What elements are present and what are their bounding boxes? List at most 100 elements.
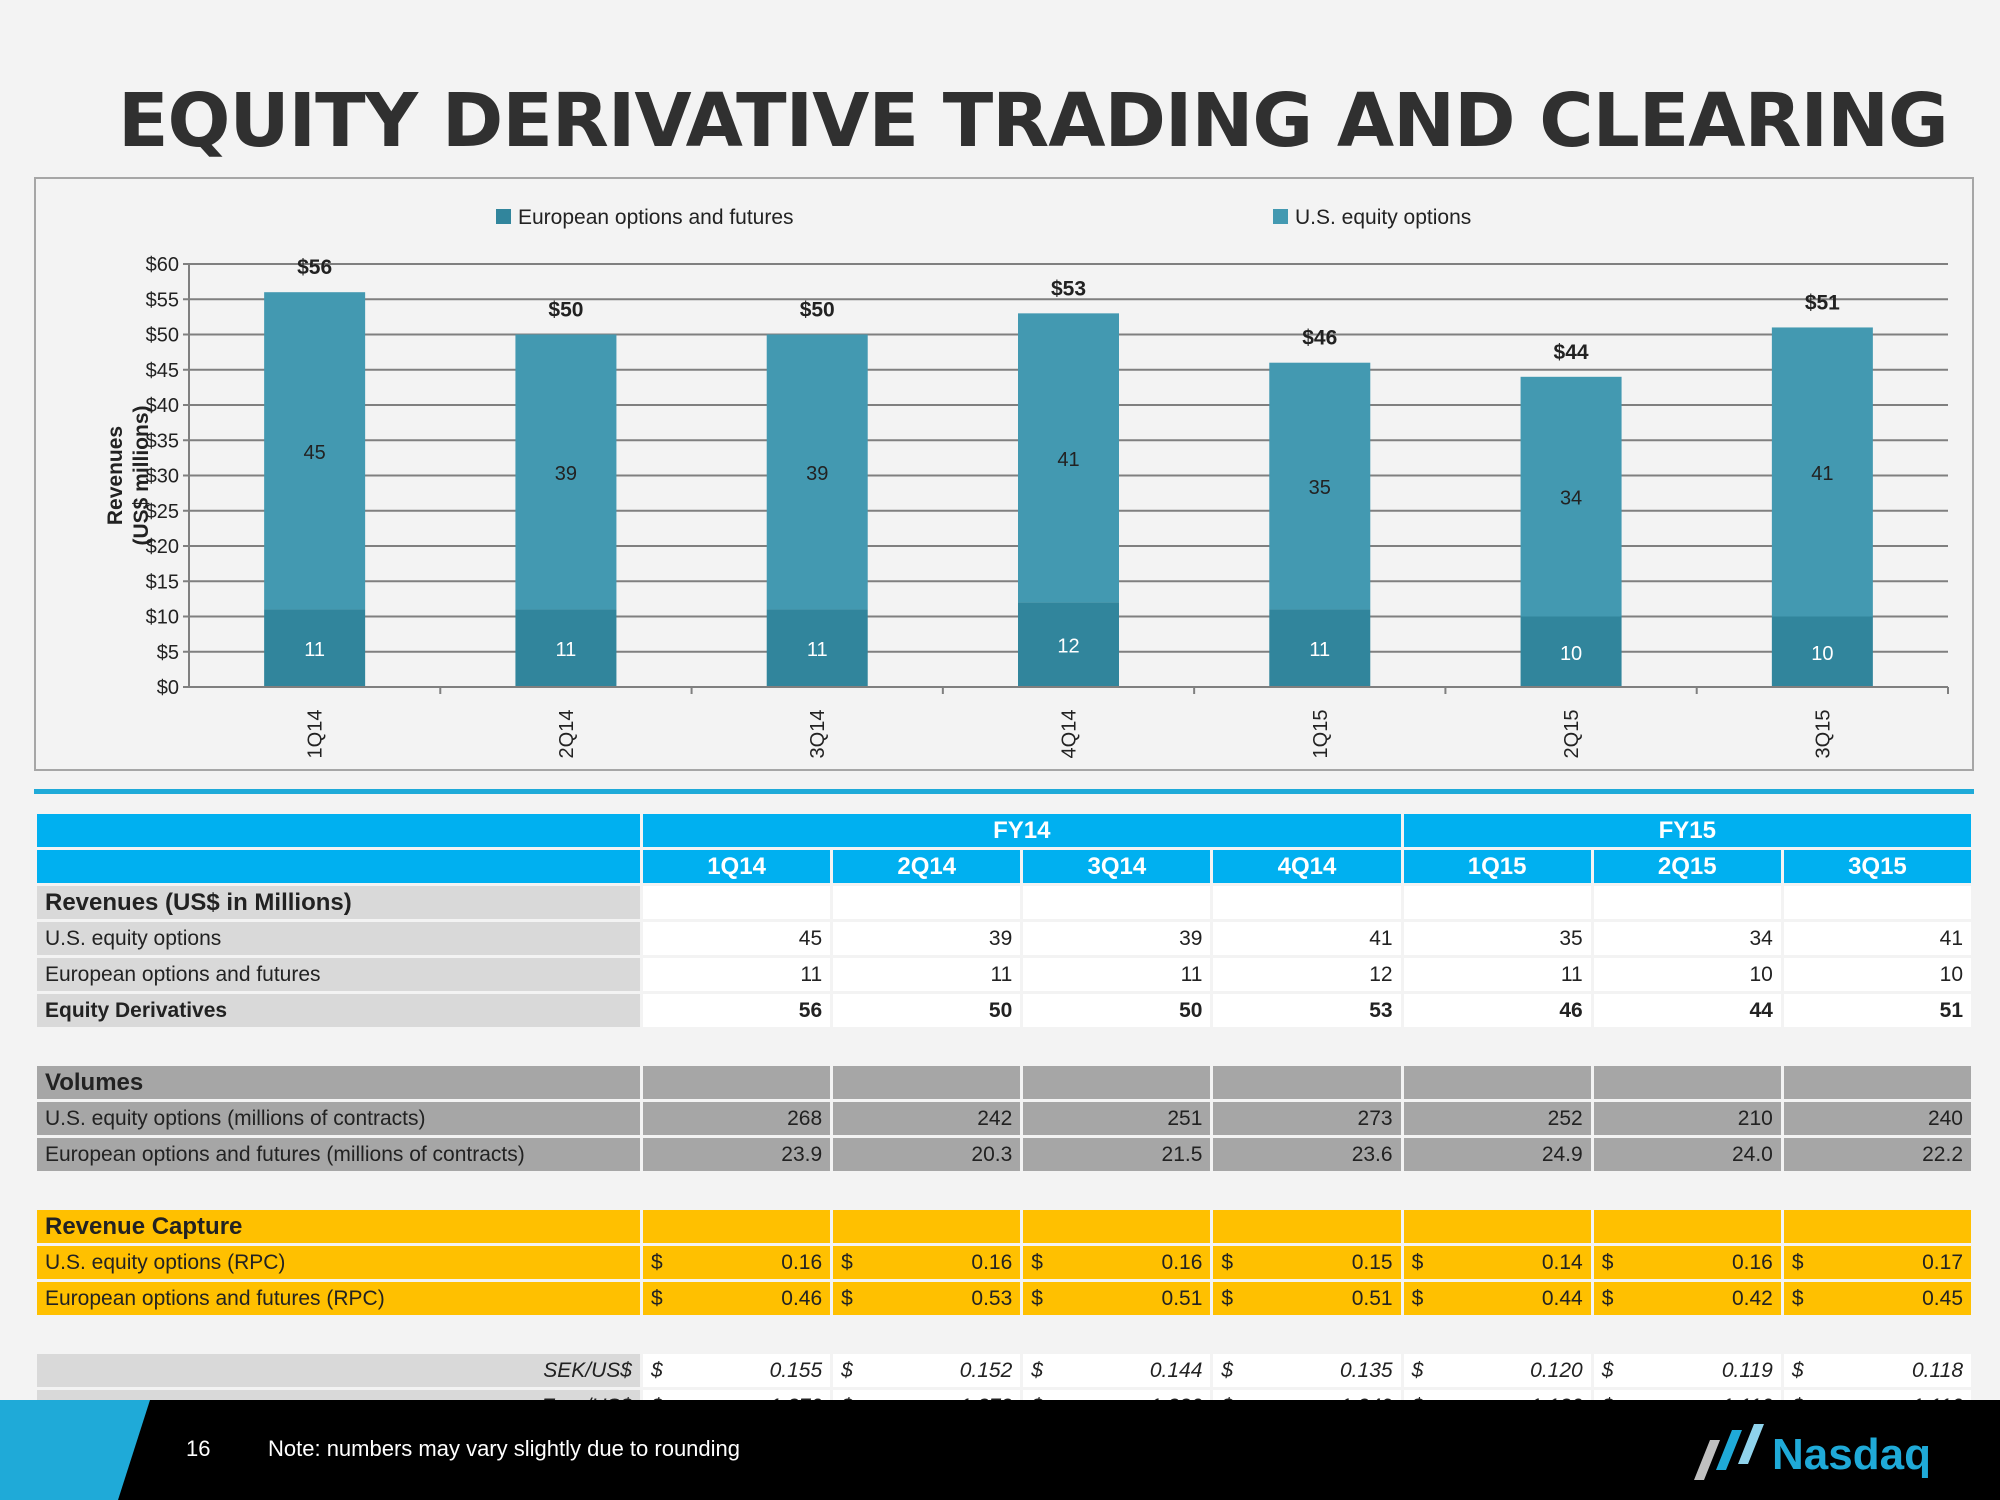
bar-segment [1520, 376, 1622, 617]
table-cell: 22.2 [1783, 1138, 1971, 1171]
y-tick-label: $50 [146, 325, 179, 347]
fx-row: SEK/US$ $0.155 $0.152 $0.144 $0.135 $0.120 $0.… [37, 1354, 1971, 1387]
bar-total-label: $50 [800, 299, 835, 322]
chart-canvas: $0 $5 $10 $15 $20 $25 $30 $35 $40 $45 $50 $55 $60 Rev… [104, 206, 1949, 759]
row-label: Equity Derivatives [37, 994, 640, 1027]
page-title: EQUITY DERIVATIVE TRADING AND CLEARING [118, 78, 1949, 164]
x-tick-label: 1Q14 [305, 710, 327, 759]
cell-value: 0.16 [781, 1250, 823, 1274]
currency-symbol: $ [1791, 1250, 1804, 1274]
table-cell: 11 [1403, 958, 1591, 991]
nasdaq-logo-icon [1694, 1424, 1764, 1480]
page-number: 16 [186, 1436, 211, 1461]
capture-row: U.S. equity options (RPC) $0.16 $0.16 $0.16… [37, 1246, 1971, 1279]
section-divider [34, 789, 1974, 794]
bar-data-label: 10 [1811, 643, 1833, 665]
row-label: U.S. equity options [37, 922, 640, 955]
table-cell: 23.6 [1213, 1138, 1401, 1171]
currency-symbol: $ [1411, 1286, 1424, 1310]
bar-segment [1018, 313, 1119, 603]
table-cell: $0.44 [1403, 1282, 1591, 1315]
table-cell [833, 1210, 1021, 1243]
fy-header: FY15 [1403, 814, 1971, 847]
x-tick-label: 3Q15 [1812, 710, 1834, 759]
row-label: European options and futures (millions o… [37, 1138, 640, 1171]
quarter-header: 1Q15 [1403, 850, 1591, 883]
table-cell: 39 [1023, 922, 1211, 955]
table-cell: 12 [1213, 958, 1401, 991]
table-cell: 240 [1783, 1102, 1971, 1135]
x-tick-label: 3Q14 [807, 710, 829, 759]
data-table: FY14 FY15 1Q14 2Q14 3Q14 4Q14 1Q15 2Q15 3Q15 Reve… [34, 811, 1974, 1426]
cell-value: 0.17 [1922, 1250, 1963, 1274]
volume-row: U.S. equity options (millions of contrac… [37, 1102, 1971, 1135]
table-cell: 11 [643, 958, 831, 991]
cell-value: 0.51 [1351, 1286, 1393, 1310]
table-cell: $0.51 [1213, 1282, 1401, 1315]
table-cell: $0.119 [1593, 1354, 1781, 1387]
currency-symbol: $ [1221, 1250, 1234, 1274]
cell-value: 0.144 [1149, 1358, 1203, 1382]
cell-value: 0.53 [971, 1286, 1013, 1310]
revenue-row: U.S. equity options 45 39 39 41 35 34 41 [37, 922, 1971, 955]
y-tick-label: $20 [146, 536, 179, 558]
table-cell: $0.16 [1593, 1246, 1781, 1279]
y-tick-label: $5 [157, 642, 179, 664]
y-tick-label: $35 [146, 430, 179, 452]
bar-segment [766, 609, 868, 687]
table-cell: $0.42 [1593, 1282, 1781, 1315]
cell-value: 0.16 [971, 1250, 1013, 1274]
header-blank [37, 850, 640, 883]
table-cell: $0.15 [1213, 1246, 1401, 1279]
table-cell: 251 [1023, 1102, 1211, 1135]
table-header-quarters: 1Q14 2Q14 3Q14 4Q14 1Q15 2Q15 3Q15 [37, 850, 1971, 883]
table-cell [643, 1066, 831, 1099]
table-cell: 50 [833, 994, 1021, 1027]
table-cell: 10 [1593, 958, 1781, 991]
revenues-section-row: Revenues (US$ in Millions) [37, 886, 1971, 919]
bar-total-label: $56 [297, 256, 332, 279]
revenue-row: Equity Derivatives 56 50 50 53 46 44 51 [37, 994, 1971, 1027]
table-cell: 41 [1783, 922, 1971, 955]
table-cell: $0.17 [1783, 1246, 1971, 1279]
volumes-section-row: Volumes [37, 1066, 1971, 1099]
bar-total-label: $53 [1051, 277, 1086, 300]
table-cell: 56 [643, 994, 831, 1027]
bar-segment [1269, 362, 1371, 610]
table-cell: $0.155 [643, 1354, 831, 1387]
currency-symbol: $ [1791, 1286, 1804, 1310]
table-header-fy: FY14 FY15 [37, 814, 1971, 847]
x-tick-label: 4Q14 [1059, 710, 1081, 759]
row-label: U.S. equity options (RPC) [37, 1246, 640, 1279]
table-cell: 50 [1023, 994, 1211, 1027]
table-cell [1023, 1210, 1211, 1243]
table-cell: $0.16 [833, 1246, 1021, 1279]
x-tick-label: 2Q14 [556, 710, 578, 759]
bar-segment [264, 292, 366, 610]
quarter-header: 3Q14 [1023, 850, 1211, 883]
bar-segment [1269, 609, 1371, 687]
table-cell: 252 [1403, 1102, 1591, 1135]
bar-data-label: 34 [1560, 488, 1582, 510]
table-cell: 20.3 [833, 1138, 1021, 1171]
bar-segment [515, 609, 617, 687]
revenue-chart: $0 $5 $10 $15 $20 $25 $30 $35 $40 $45 $50 $55 $60 Rev… [34, 177, 1974, 771]
table-cell [1783, 1210, 1971, 1243]
table-cell [643, 1210, 831, 1243]
cell-value: 0.14 [1541, 1250, 1583, 1274]
legend-label: U.S. equity options [1295, 206, 1471, 229]
y-tick-label: $55 [146, 289, 179, 311]
table-cell [1593, 1066, 1781, 1099]
y-tick-label: $45 [146, 360, 179, 382]
quarter-header: 2Q15 [1593, 850, 1781, 883]
currency-symbol: $ [1791, 1358, 1804, 1382]
logo-wordmark: Nasdaq [1772, 1430, 1931, 1479]
cell-value: 0.155 [769, 1358, 823, 1382]
bar-total-label: $50 [548, 299, 583, 322]
currency-symbol: $ [1031, 1250, 1043, 1274]
table-cell: 10 [1783, 958, 1971, 991]
table-cell: 21.5 [1023, 1138, 1211, 1171]
cell-value: 0.16 [1731, 1250, 1773, 1274]
quarter-header: 2Q14 [833, 850, 1021, 883]
bar-segment [264, 609, 366, 687]
